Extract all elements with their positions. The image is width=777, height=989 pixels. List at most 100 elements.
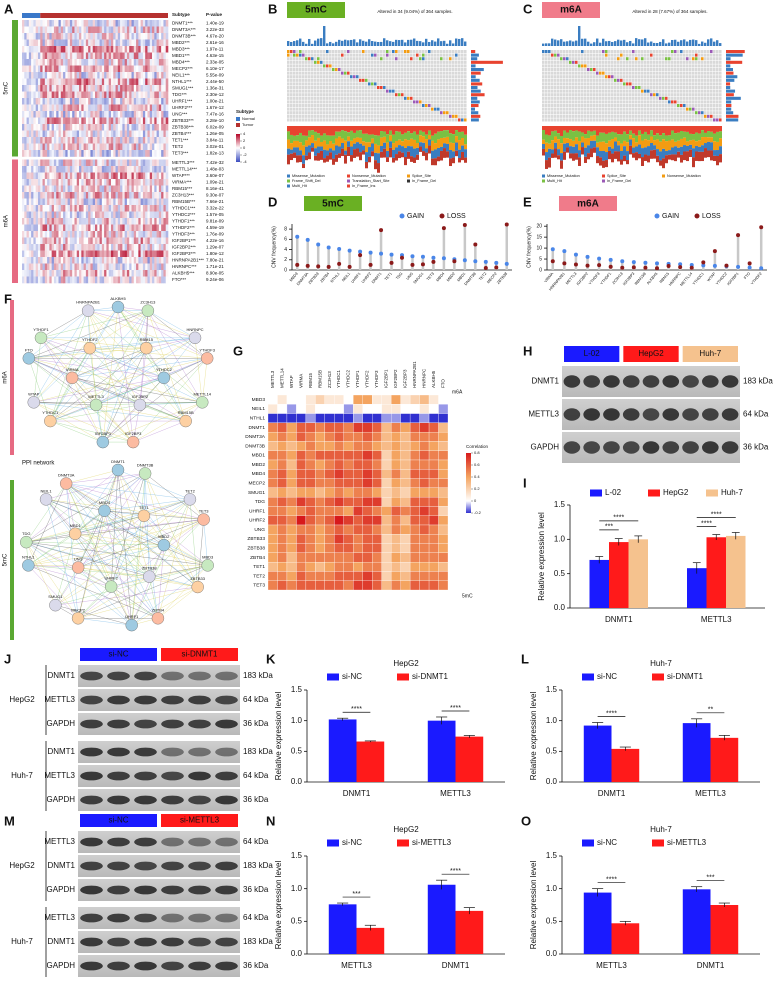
onco-cell bbox=[623, 61, 626, 64]
onco-cell bbox=[392, 118, 395, 121]
heatmap-cell bbox=[152, 131, 155, 138]
onco-cell bbox=[347, 72, 350, 75]
heatmap-cell bbox=[59, 212, 62, 219]
onco-cell bbox=[617, 111, 620, 114]
onco-cell bbox=[371, 104, 374, 107]
onco-cell bbox=[461, 64, 464, 67]
heatmap-cell bbox=[147, 238, 150, 245]
clinical-seg bbox=[419, 126, 422, 131]
onco-cell bbox=[338, 86, 341, 89]
clinical-seg bbox=[449, 150, 452, 158]
heatmap-cell bbox=[141, 238, 144, 245]
onco-cell bbox=[623, 72, 626, 75]
heatmap-cell bbox=[40, 212, 43, 219]
heatmap-cell bbox=[68, 111, 71, 118]
heatmap-cell bbox=[22, 251, 25, 258]
heatmap-cell bbox=[81, 27, 84, 34]
onco-cell bbox=[305, 68, 308, 71]
onco-cell bbox=[587, 93, 590, 96]
onco-cell bbox=[443, 79, 446, 82]
heatmap-cell bbox=[106, 131, 109, 138]
onco-cell bbox=[413, 68, 416, 71]
onco-cell bbox=[446, 111, 449, 114]
legend-swatch bbox=[347, 175, 350, 178]
heatmap-cell bbox=[86, 277, 89, 284]
onco-cell bbox=[365, 111, 368, 114]
heatmap-cell bbox=[118, 27, 121, 34]
tag-label: m6A bbox=[560, 5, 582, 16]
clinical-seg bbox=[317, 147, 320, 153]
heatmap-cell bbox=[134, 33, 137, 40]
clinical-seg bbox=[617, 126, 620, 134]
heatmap-cell bbox=[63, 160, 66, 167]
onco-cell bbox=[551, 100, 554, 103]
heatmap-cell bbox=[154, 270, 157, 277]
heatmap-cell bbox=[147, 251, 150, 258]
heatmap-cell bbox=[129, 231, 132, 238]
onco-cell bbox=[590, 54, 593, 57]
heatmap-cell bbox=[74, 118, 77, 125]
heatmap-cell bbox=[93, 166, 96, 173]
onco-cell bbox=[371, 50, 374, 53]
onco-cell bbox=[605, 115, 608, 118]
heatmap-cell bbox=[120, 20, 123, 27]
onco-cell bbox=[458, 118, 461, 121]
heatmap-cell bbox=[86, 199, 89, 206]
heatmap-cell bbox=[38, 173, 41, 180]
onco-cell bbox=[611, 111, 614, 114]
onco-cell bbox=[386, 115, 389, 118]
onco-cell bbox=[590, 82, 593, 85]
heatmap-cell bbox=[125, 20, 128, 27]
heatmap-cell bbox=[63, 118, 66, 125]
heatmap-cell bbox=[90, 218, 93, 225]
heatmap-cell bbox=[47, 238, 50, 245]
heatmap-cell bbox=[45, 277, 48, 284]
clinical-seg bbox=[455, 130, 458, 136]
heatmap-cell bbox=[56, 85, 59, 92]
heatmap-cell bbox=[86, 244, 89, 251]
onco-cell bbox=[359, 64, 362, 67]
clinical-seg bbox=[386, 157, 389, 162]
onco-cell bbox=[374, 115, 377, 118]
heatmap-cell bbox=[159, 105, 162, 112]
heatmap-cell bbox=[166, 79, 169, 86]
heatmap-cell bbox=[109, 205, 112, 212]
onco-cell bbox=[404, 54, 407, 57]
heatmap-cell bbox=[161, 85, 164, 92]
onco-cell bbox=[383, 115, 386, 118]
onco-cell bbox=[611, 104, 614, 107]
heatmap-cell bbox=[95, 238, 98, 245]
heatmap-cell bbox=[45, 264, 48, 271]
onco-cell bbox=[602, 61, 605, 64]
heatmap-cell bbox=[141, 98, 144, 105]
clinical-seg bbox=[581, 132, 584, 136]
onco-cell bbox=[332, 93, 335, 96]
heatmap-cell bbox=[152, 124, 155, 131]
heatmap-cell bbox=[68, 212, 71, 219]
clinical-seg bbox=[314, 156, 317, 161]
onco-cell bbox=[437, 50, 440, 53]
heatmap-cell bbox=[52, 186, 55, 193]
onco-cell bbox=[608, 68, 611, 71]
onco-cell bbox=[410, 50, 413, 53]
onco-cell bbox=[587, 64, 590, 67]
heatmap-cell bbox=[54, 131, 57, 138]
onco-cell bbox=[437, 61, 440, 64]
heatmap-cell bbox=[65, 277, 68, 284]
onco-cell bbox=[587, 108, 590, 111]
top-bar bbox=[605, 41, 607, 46]
onco-cell bbox=[434, 118, 437, 121]
heatmap-cell bbox=[163, 59, 166, 66]
heatmap-cell bbox=[132, 186, 135, 193]
heatmap-cell bbox=[118, 218, 121, 225]
clinical-seg bbox=[587, 138, 590, 145]
heatmap-cell bbox=[88, 173, 91, 180]
onco-cell bbox=[455, 54, 458, 57]
heatmap-cell bbox=[109, 105, 112, 112]
heatmap-cell bbox=[88, 144, 91, 151]
heatmap-cell bbox=[88, 160, 91, 167]
heatmap-cell bbox=[65, 98, 68, 105]
heatmap-cell bbox=[116, 270, 119, 277]
onco-cell bbox=[419, 97, 422, 100]
onco-cell bbox=[314, 104, 317, 107]
